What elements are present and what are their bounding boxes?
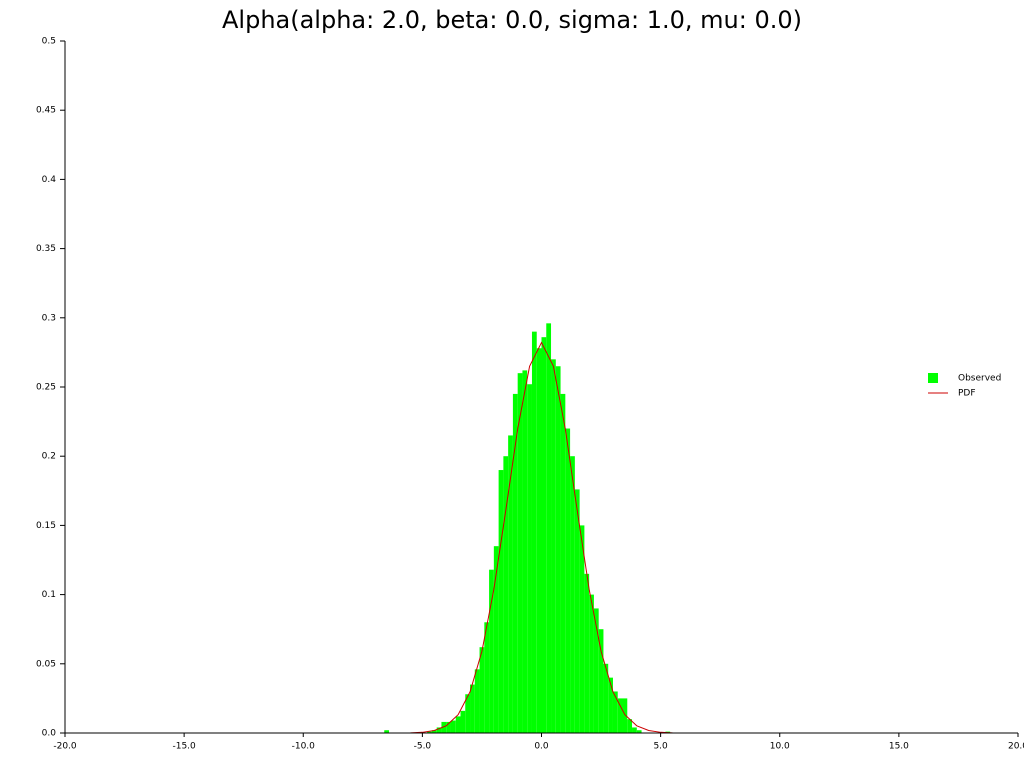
histogram-bar: [446, 721, 451, 733]
histogram-bar: [579, 525, 585, 733]
histogram-bar: [484, 622, 490, 733]
histogram-bar: [608, 677, 613, 733]
pdf-line: [65, 341, 1018, 734]
histogram-bar: [536, 348, 542, 733]
y-tick-label: 0.0: [42, 729, 57, 739]
legend-label: Observed: [958, 374, 1001, 384]
x-tick-label: -15.0: [172, 742, 196, 752]
y-tick-label: 0.1: [42, 590, 56, 600]
histogram-bar: [427, 731, 432, 733]
y-tick-label: 0.35: [36, 244, 56, 254]
histogram-bar: [627, 719, 633, 733]
histogram-bar: [522, 370, 528, 733]
histogram-bar: [531, 331, 537, 733]
histogram-bar: [551, 359, 556, 733]
histogram-bar: [512, 393, 518, 733]
x-tick-label: -10.0: [292, 742, 316, 752]
histogram-bar: [517, 373, 523, 733]
histogram-bar: [555, 366, 561, 733]
histogram-bar: [612, 691, 618, 733]
histogram-bar: [541, 337, 547, 733]
histogram-bar: [455, 716, 461, 733]
y-tick-label: 0.45: [36, 106, 56, 116]
y-tick-label: 0.2: [42, 452, 56, 462]
histogram-bar: [508, 435, 513, 733]
y-tick-label: 0.25: [36, 383, 56, 393]
x-tick-label: 0.0: [534, 742, 549, 752]
histogram-bar: [574, 489, 580, 733]
x-tick-label: -5.0: [414, 742, 432, 752]
histogram-bar: [622, 698, 628, 733]
histogram-bar: [589, 594, 594, 733]
legend-swatch: [928, 373, 938, 383]
x-tick-label: -20.0: [53, 742, 77, 752]
histogram-bar: [450, 720, 456, 733]
chart-title: Alpha(alpha: 2.0, beta: 0.0, sigma: 1.0,…: [222, 6, 802, 34]
histogram-bar: [617, 698, 623, 733]
y-tick-label: 0.15: [36, 521, 56, 531]
x-tick-label: 20.0: [1008, 742, 1024, 752]
histogram-bar: [565, 428, 571, 733]
histogram-bar: [636, 730, 642, 733]
y-tick-label: 0.4: [42, 175, 57, 185]
legend-label: PDF: [958, 389, 976, 399]
histogram-bar: [474, 669, 480, 733]
histogram-bar: [593, 608, 599, 733]
x-tick-label: 5.0: [653, 742, 668, 752]
x-tick-label: 15.0: [889, 742, 909, 752]
x-tick-label: 10.0: [770, 742, 790, 752]
histogram-bar: [603, 663, 609, 733]
histogram-bar: [470, 684, 475, 733]
histogram-bar: [493, 546, 499, 733]
histogram-bar: [465, 694, 471, 733]
histogram-bar: [527, 384, 532, 733]
histogram-bar: [598, 629, 604, 733]
histogram-bar: [570, 456, 575, 733]
histogram-bar: [479, 647, 485, 733]
histogram-bar: [460, 710, 466, 733]
y-tick-label: 0.5: [42, 37, 56, 47]
histogram-bar: [503, 456, 509, 733]
histogram-bar: [498, 470, 504, 733]
histogram-bar: [441, 721, 447, 733]
y-tick-label: 0.3: [42, 313, 56, 323]
histogram-bar: [431, 730, 437, 733]
histogram-bar: [489, 569, 494, 733]
histogram-bar: [546, 323, 552, 733]
histogram-bar: [436, 727, 442, 733]
histogram-bar: [384, 730, 390, 733]
histogram-bar: [560, 393, 566, 733]
y-tick-label: 0.05: [36, 659, 56, 669]
histogram-bar: [584, 573, 590, 733]
histogram-bar: [632, 727, 637, 733]
